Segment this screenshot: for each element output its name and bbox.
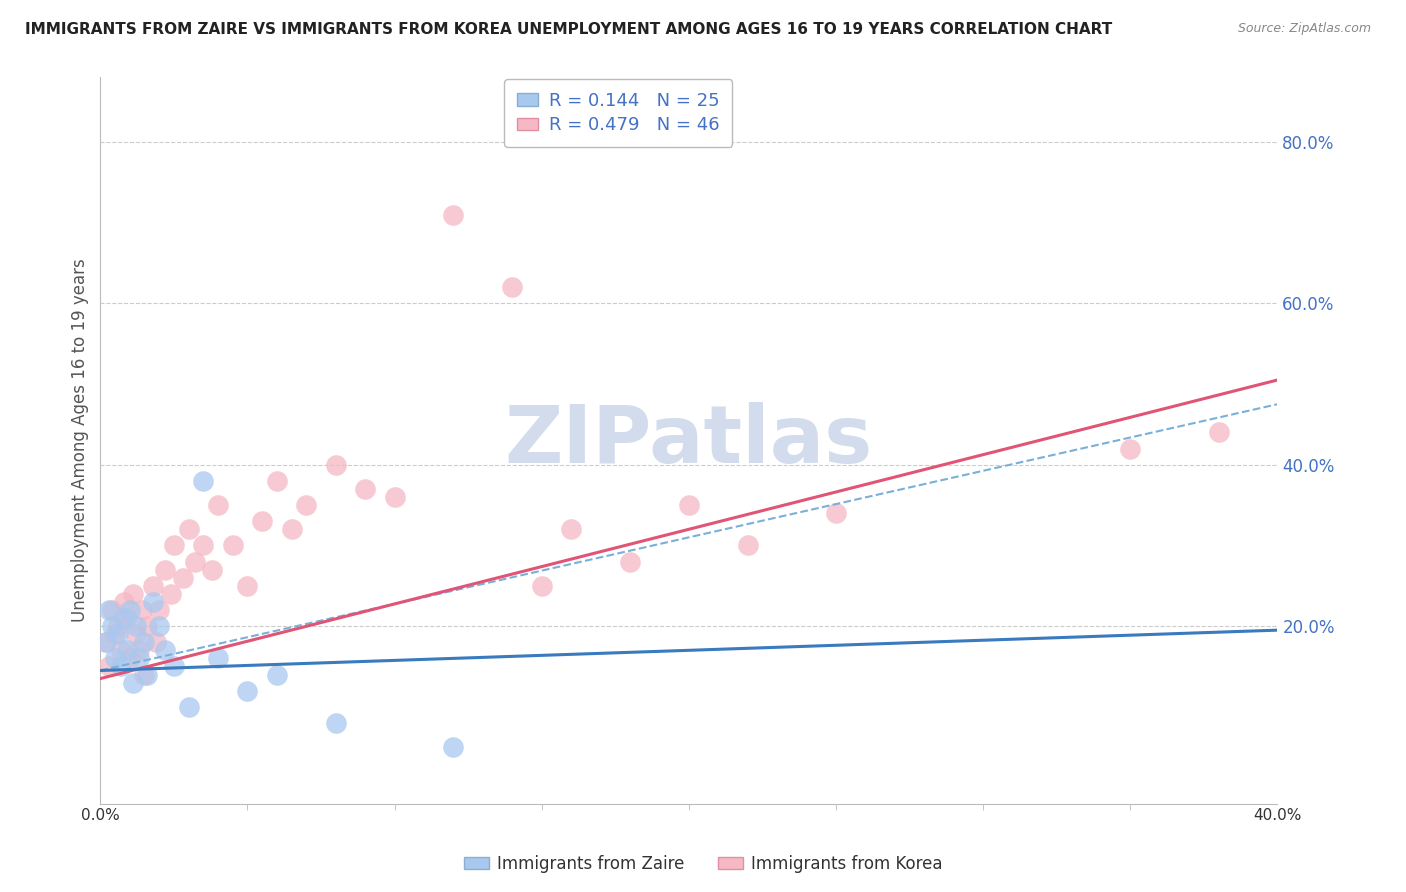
Point <box>501 280 523 294</box>
Point <box>101 603 124 617</box>
Point <box>236 683 259 698</box>
Point <box>121 587 143 601</box>
Point <box>1119 442 1142 456</box>
Point <box>107 627 129 641</box>
Point <box>98 603 121 617</box>
Point <box>145 635 167 649</box>
Point <box>121 675 143 690</box>
Point <box>193 474 215 488</box>
Point <box>201 563 224 577</box>
Point <box>1208 425 1230 440</box>
Point <box>193 538 215 552</box>
Y-axis label: Unemployment Among Ages 16 to 19 years: Unemployment Among Ages 16 to 19 years <box>72 259 89 623</box>
Point <box>134 635 156 649</box>
Legend: R = 0.144   N = 25, R = 0.479   N = 46: R = 0.144 N = 25, R = 0.479 N = 46 <box>503 79 733 147</box>
Point <box>266 667 288 681</box>
Point <box>163 659 186 673</box>
Point <box>153 643 176 657</box>
Point <box>250 514 273 528</box>
Point <box>177 699 200 714</box>
Point <box>207 651 229 665</box>
Legend: Immigrants from Zaire, Immigrants from Korea: Immigrants from Zaire, Immigrants from K… <box>457 848 949 880</box>
Point <box>107 619 129 633</box>
Point <box>142 595 165 609</box>
Point <box>325 715 347 730</box>
Point <box>148 619 170 633</box>
Point <box>207 498 229 512</box>
Point <box>118 603 141 617</box>
Point <box>142 579 165 593</box>
Point <box>325 458 347 472</box>
Point <box>280 522 302 536</box>
Point <box>153 563 176 577</box>
Point <box>737 538 759 552</box>
Point <box>110 659 132 673</box>
Point <box>98 659 121 673</box>
Point <box>101 619 124 633</box>
Point <box>384 490 406 504</box>
Point <box>104 651 127 665</box>
Point <box>177 522 200 536</box>
Point <box>560 522 582 536</box>
Point <box>148 603 170 617</box>
Point <box>136 667 159 681</box>
Text: Source: ZipAtlas.com: Source: ZipAtlas.com <box>1237 22 1371 36</box>
Point <box>128 643 150 657</box>
Point <box>131 603 153 617</box>
Point <box>619 555 641 569</box>
Point <box>110 643 132 657</box>
Point <box>183 555 205 569</box>
Point <box>115 643 138 657</box>
Point <box>112 595 135 609</box>
Point <box>678 498 700 512</box>
Point <box>163 538 186 552</box>
Point <box>530 579 553 593</box>
Point <box>236 579 259 593</box>
Point <box>115 611 138 625</box>
Point <box>124 619 146 633</box>
Point <box>295 498 318 512</box>
Point <box>266 474 288 488</box>
Text: IMMIGRANTS FROM ZAIRE VS IMMIGRANTS FROM KOREA UNEMPLOYMENT AMONG AGES 16 TO 19 : IMMIGRANTS FROM ZAIRE VS IMMIGRANTS FROM… <box>25 22 1112 37</box>
Point <box>160 587 183 601</box>
Point <box>172 571 194 585</box>
Point <box>96 635 118 649</box>
Point <box>124 627 146 641</box>
Text: ZIPatlas: ZIPatlas <box>505 401 873 480</box>
Point <box>112 611 135 625</box>
Point <box>136 619 159 633</box>
Point <box>96 635 118 649</box>
Point <box>134 667 156 681</box>
Point <box>443 208 465 222</box>
Point <box>825 506 848 520</box>
Point <box>443 740 465 755</box>
Point <box>118 651 141 665</box>
Point <box>104 627 127 641</box>
Point <box>222 538 245 552</box>
Point <box>354 482 377 496</box>
Point <box>128 651 150 665</box>
